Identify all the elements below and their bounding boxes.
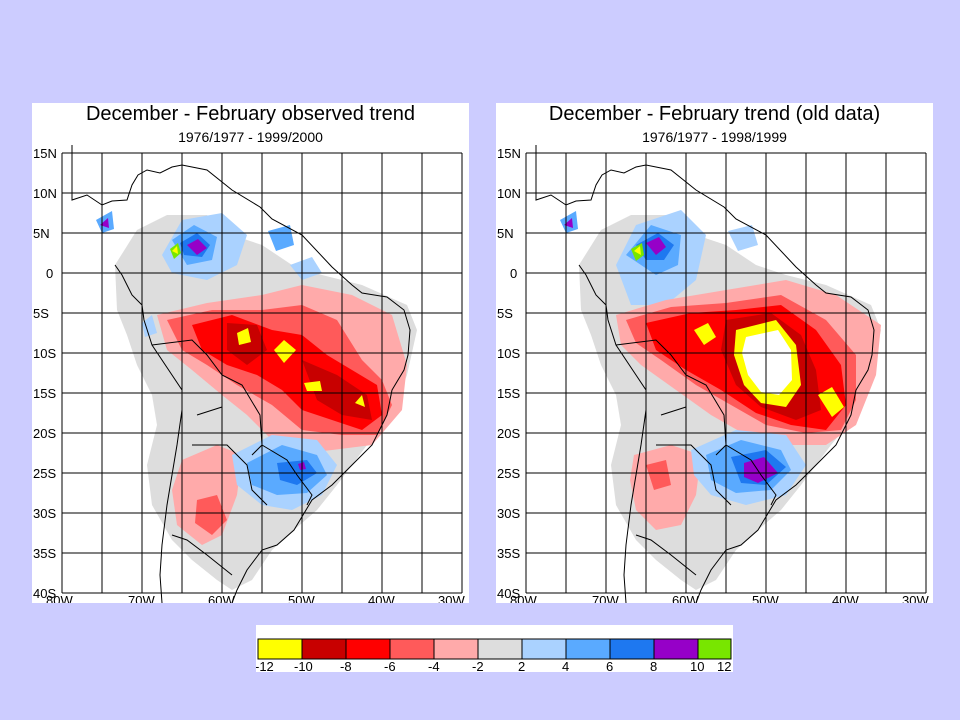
- legend-label: -2: [472, 659, 484, 672]
- map-panel-old-data-trend: December - February trend (old data) 197…: [496, 103, 933, 603]
- trend-shading: [560, 210, 881, 590]
- lat-label: 0: [510, 266, 517, 281]
- legend-label: -10: [294, 659, 313, 672]
- map-panel-observed-trend: December - February observed trend 1976/…: [32, 103, 469, 603]
- legend-label: 4: [562, 659, 569, 672]
- lon-label: 30W: [438, 593, 465, 603]
- lat-label: 10S: [497, 346, 520, 361]
- legend-label: 10: [690, 659, 704, 672]
- legend-label: -6: [384, 659, 396, 672]
- lon-label: 70W: [128, 593, 155, 603]
- legend-swatch: [257, 638, 303, 660]
- legend-label: -12: [256, 659, 274, 672]
- graticule: [61, 152, 463, 594]
- panel-title: December - February observed trend: [85, 103, 416, 125]
- legend-swatch: [565, 638, 611, 660]
- lon-label: 50W: [288, 593, 315, 603]
- lat-label: 20S: [33, 426, 56, 441]
- lon-label: 50W: [752, 593, 779, 603]
- legend-label: 8: [650, 659, 657, 672]
- trend-shading: [96, 211, 417, 590]
- lat-label: 5S: [497, 306, 513, 321]
- lon-label: 30W: [902, 593, 929, 603]
- lat-label: 10N: [497, 186, 521, 201]
- legend-swatch: [433, 638, 479, 660]
- lat-label: 30S: [33, 506, 56, 521]
- legend-swatch: [477, 638, 523, 660]
- lat-label: 5N: [33, 226, 50, 241]
- legend-label: 6: [606, 659, 613, 672]
- lat-label: 10S: [33, 346, 56, 361]
- graticule: [525, 152, 927, 594]
- lat-label: 15S: [497, 386, 520, 401]
- legend-swatch: [697, 638, 732, 660]
- lon-label: 80W: [510, 593, 537, 603]
- coastline-outline: [71, 145, 411, 603]
- lon-label: 80W: [46, 593, 73, 603]
- lat-label: 25S: [33, 466, 56, 481]
- legend-swatch: [345, 638, 391, 660]
- trend-map-observed: 15N 10N 5N 0 5S 10S 15S 20S 25S 30S 35S …: [33, 145, 465, 603]
- panel-subtitle: 1976/1977 - 1998/1999: [642, 129, 787, 145]
- panel-subtitle: 1976/1977 - 1999/2000: [178, 129, 323, 145]
- legend-swatch: [521, 638, 567, 660]
- lat-label: 5S: [33, 306, 49, 321]
- legend-swatch: [653, 638, 699, 660]
- legend-swatch: [609, 638, 655, 660]
- panel-title: December - February trend (old data): [548, 103, 881, 125]
- lat-label: 20S: [497, 426, 520, 441]
- lat-label: 40S: [497, 586, 520, 601]
- lon-label: 40W: [368, 593, 395, 603]
- legend-label: 2: [518, 659, 525, 672]
- lat-label: 25S: [497, 466, 520, 481]
- lat-label: 35S: [497, 546, 520, 561]
- lat-label: 10N: [33, 186, 57, 201]
- legend-swatch: [389, 638, 435, 660]
- lat-label: 15S: [33, 386, 56, 401]
- lat-label: 30S: [497, 506, 520, 521]
- lat-label: 0: [46, 266, 53, 281]
- trend-map-old-data: 15N 10N 5N 0 5S 10S 15S 20S 25S 30S 35S …: [497, 145, 929, 603]
- legend-label: -4: [428, 659, 440, 672]
- legend-swatches: [257, 638, 732, 660]
- lon-label: 60W: [672, 593, 699, 603]
- lon-label: 40W: [832, 593, 859, 603]
- legend-swatch: [301, 638, 347, 660]
- lon-label: 70W: [592, 593, 619, 603]
- legend-label: 12: [717, 659, 731, 672]
- lat-label: 15N: [497, 146, 521, 161]
- legend-label: -8: [340, 659, 352, 672]
- lat-label: 40S: [33, 586, 56, 601]
- lat-label: 15N: [33, 146, 57, 161]
- legend-colorbar: -12 -10 -8 -6 -4 -2 2 4 6 8 10 12: [256, 638, 732, 672]
- lon-label: 60W: [208, 593, 235, 603]
- color-legend: -12 -10 -8 -6 -4 -2 2 4 6 8 10 12: [256, 625, 733, 672]
- lat-label: 35S: [33, 546, 56, 561]
- lat-label: 5N: [497, 226, 514, 241]
